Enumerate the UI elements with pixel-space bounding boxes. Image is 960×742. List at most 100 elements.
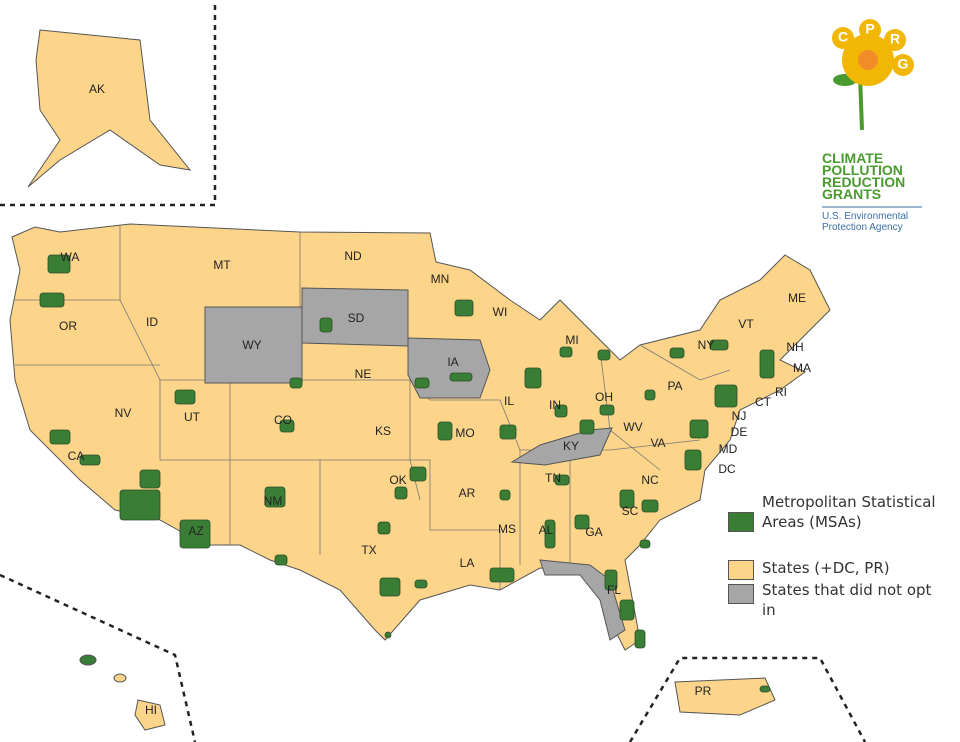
msa [599, 404, 615, 416]
msa [174, 389, 196, 405]
state-label: MI [565, 333, 578, 347]
msa [544, 519, 556, 549]
msa [604, 569, 618, 591]
inset-borders [0, 0, 867, 742]
msa [669, 347, 685, 359]
state-label: NC [641, 473, 659, 487]
state-label: ID [146, 315, 158, 329]
msa [689, 419, 709, 439]
logo-agency: U.S. Environmental [822, 211, 909, 222]
logo-title: CLIMATE [822, 150, 884, 166]
msa [79, 454, 101, 466]
state-label: TN [545, 471, 561, 485]
msa [319, 317, 333, 333]
msa [139, 469, 161, 489]
msa [499, 489, 511, 501]
logo-title: POLLUTION [822, 162, 903, 178]
msa [619, 489, 635, 509]
msa [414, 377, 430, 389]
state-label: LA [460, 556, 475, 570]
msa [554, 474, 570, 486]
logo-letters: C PRG [832, 19, 914, 76]
state-label: AL [539, 523, 554, 537]
logo-letter: R [890, 31, 900, 47]
msa [279, 419, 295, 433]
msa [554, 404, 568, 418]
state-label: AK [89, 82, 105, 96]
legend-swatch [728, 512, 754, 532]
logo-letter-circle [892, 54, 914, 76]
legend-label: Metropolitan Statistical Areas (MSAs) [762, 493, 936, 531]
state-label: WY [242, 338, 261, 352]
state-label: AZ [188, 524, 203, 538]
state-label: IL [504, 394, 514, 408]
legend-swatch [728, 584, 754, 604]
state-label: OR [59, 319, 77, 333]
state-label: MT [213, 258, 231, 272]
state-label: NH [786, 340, 803, 354]
state-label: OK [389, 473, 406, 487]
logo-letter: P [865, 21, 874, 37]
state-label: OH [595, 390, 613, 404]
msa [644, 389, 656, 401]
legend-swatch [728, 560, 754, 580]
state-label: IA [447, 355, 458, 369]
msa [579, 419, 595, 435]
msa [394, 486, 408, 500]
state-label: NY [698, 338, 715, 352]
state-label: IN [549, 398, 561, 412]
msa [714, 384, 738, 408]
msa [179, 519, 211, 549]
msa [759, 685, 771, 693]
msa [384, 631, 392, 639]
state-label: NV [115, 406, 132, 420]
msa [634, 629, 646, 649]
state-label: RI [775, 385, 787, 399]
msa [119, 489, 161, 521]
state-label: DE [731, 425, 748, 439]
hawaii-island [134, 699, 166, 731]
state-label: MO [455, 426, 474, 440]
state-label: SD [348, 311, 365, 325]
msa [377, 521, 391, 535]
state-label: KS [375, 424, 391, 438]
msa [289, 377, 303, 389]
msa [574, 514, 590, 530]
puerto-rico [674, 677, 776, 716]
state-label: NM [264, 494, 283, 508]
state-label: HI [145, 703, 157, 717]
state-label: ND [344, 249, 362, 263]
msa [264, 486, 286, 508]
state-label: CT [755, 395, 772, 409]
msas [39, 254, 775, 693]
logo-letter-circle [832, 27, 854, 49]
msa [454, 299, 474, 317]
state-label: MD [719, 442, 738, 456]
msa [47, 254, 71, 274]
state-label: WV [623, 420, 642, 434]
msa [79, 654, 97, 666]
msa [619, 599, 635, 621]
state-label: FL [607, 583, 621, 597]
msa [639, 539, 651, 549]
state-label: MN [431, 272, 450, 286]
msa [641, 499, 659, 513]
state-label: GA [585, 525, 602, 539]
msa [449, 372, 473, 382]
state-label: AR [459, 486, 476, 500]
msa [437, 421, 453, 441]
msa [49, 429, 71, 445]
msa [559, 346, 573, 358]
logo-letter-circle [859, 19, 881, 41]
state-label: UT [184, 410, 201, 424]
logo-letter: C [838, 29, 848, 45]
state-label: PA [667, 379, 682, 393]
logo-agency: Protection Agency [822, 222, 903, 233]
msa [274, 554, 288, 566]
state-label: PR [695, 684, 712, 698]
legend-label: States (+DC, PR) [762, 559, 890, 577]
state-label: WA [61, 250, 80, 264]
state-label: NJ [732, 409, 747, 423]
